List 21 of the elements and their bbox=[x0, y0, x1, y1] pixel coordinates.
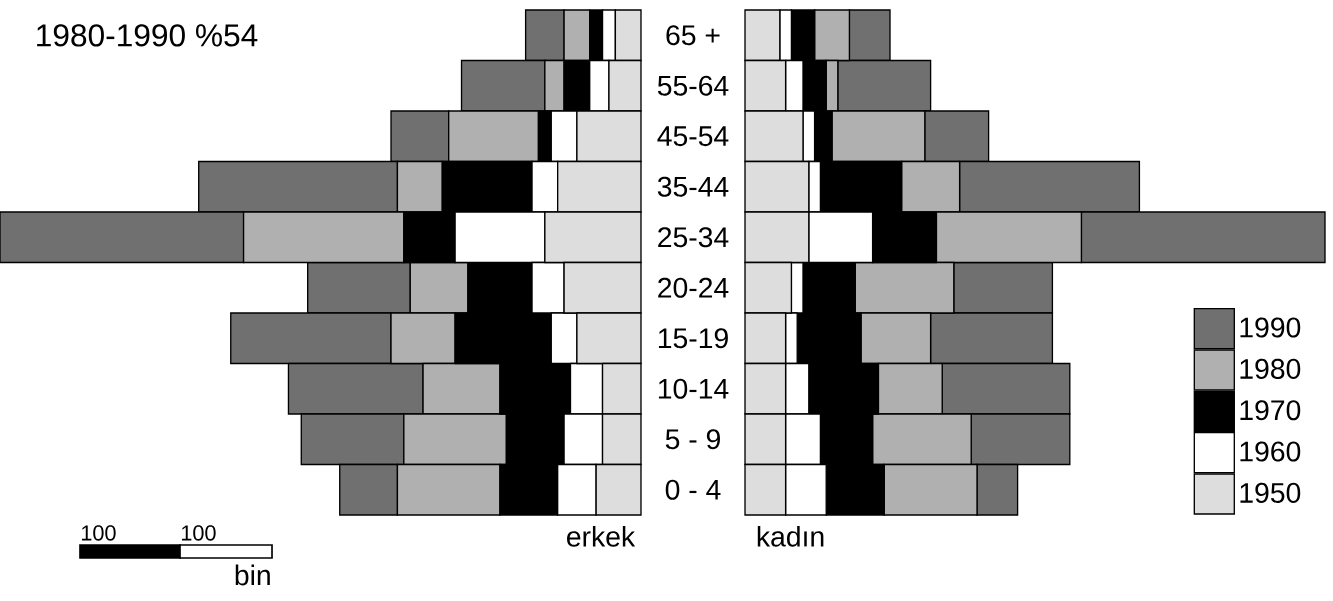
x-axis-title: kadın bbox=[757, 525, 824, 547]
y-tick-label: 10-14 bbox=[658, 378, 729, 399]
chart-title: 1980-1990 %54 bbox=[37, 24, 258, 47]
y-tick-label: 5 - 9 bbox=[665, 429, 720, 450]
x-axis-title: erkek bbox=[567, 525, 636, 547]
y-tick-label: 45-54 bbox=[657, 126, 729, 147]
y-tick-label: 65 + bbox=[666, 25, 720, 46]
legend-label: 1970 bbox=[1240, 400, 1301, 421]
y-tick-label: 20-24 bbox=[658, 277, 729, 298]
text: 100 bbox=[181, 525, 216, 541]
y-tick-label: 55-64 bbox=[657, 75, 729, 96]
text: 100 bbox=[81, 525, 116, 541]
y-tick-label: 0 - 4 bbox=[665, 479, 721, 500]
legend-label: 1980 bbox=[1240, 358, 1301, 379]
legend-label: 1950 bbox=[1240, 482, 1301, 503]
legend-label: 1990 bbox=[1240, 317, 1301, 338]
y-tick-label: 25-34 bbox=[658, 227, 729, 248]
legend-label: 1960 bbox=[1240, 441, 1301, 462]
text: bin bbox=[235, 564, 270, 586]
y-tick-label: 35-44 bbox=[657, 176, 729, 197]
y-tick-label: 15-19 bbox=[658, 328, 728, 349]
